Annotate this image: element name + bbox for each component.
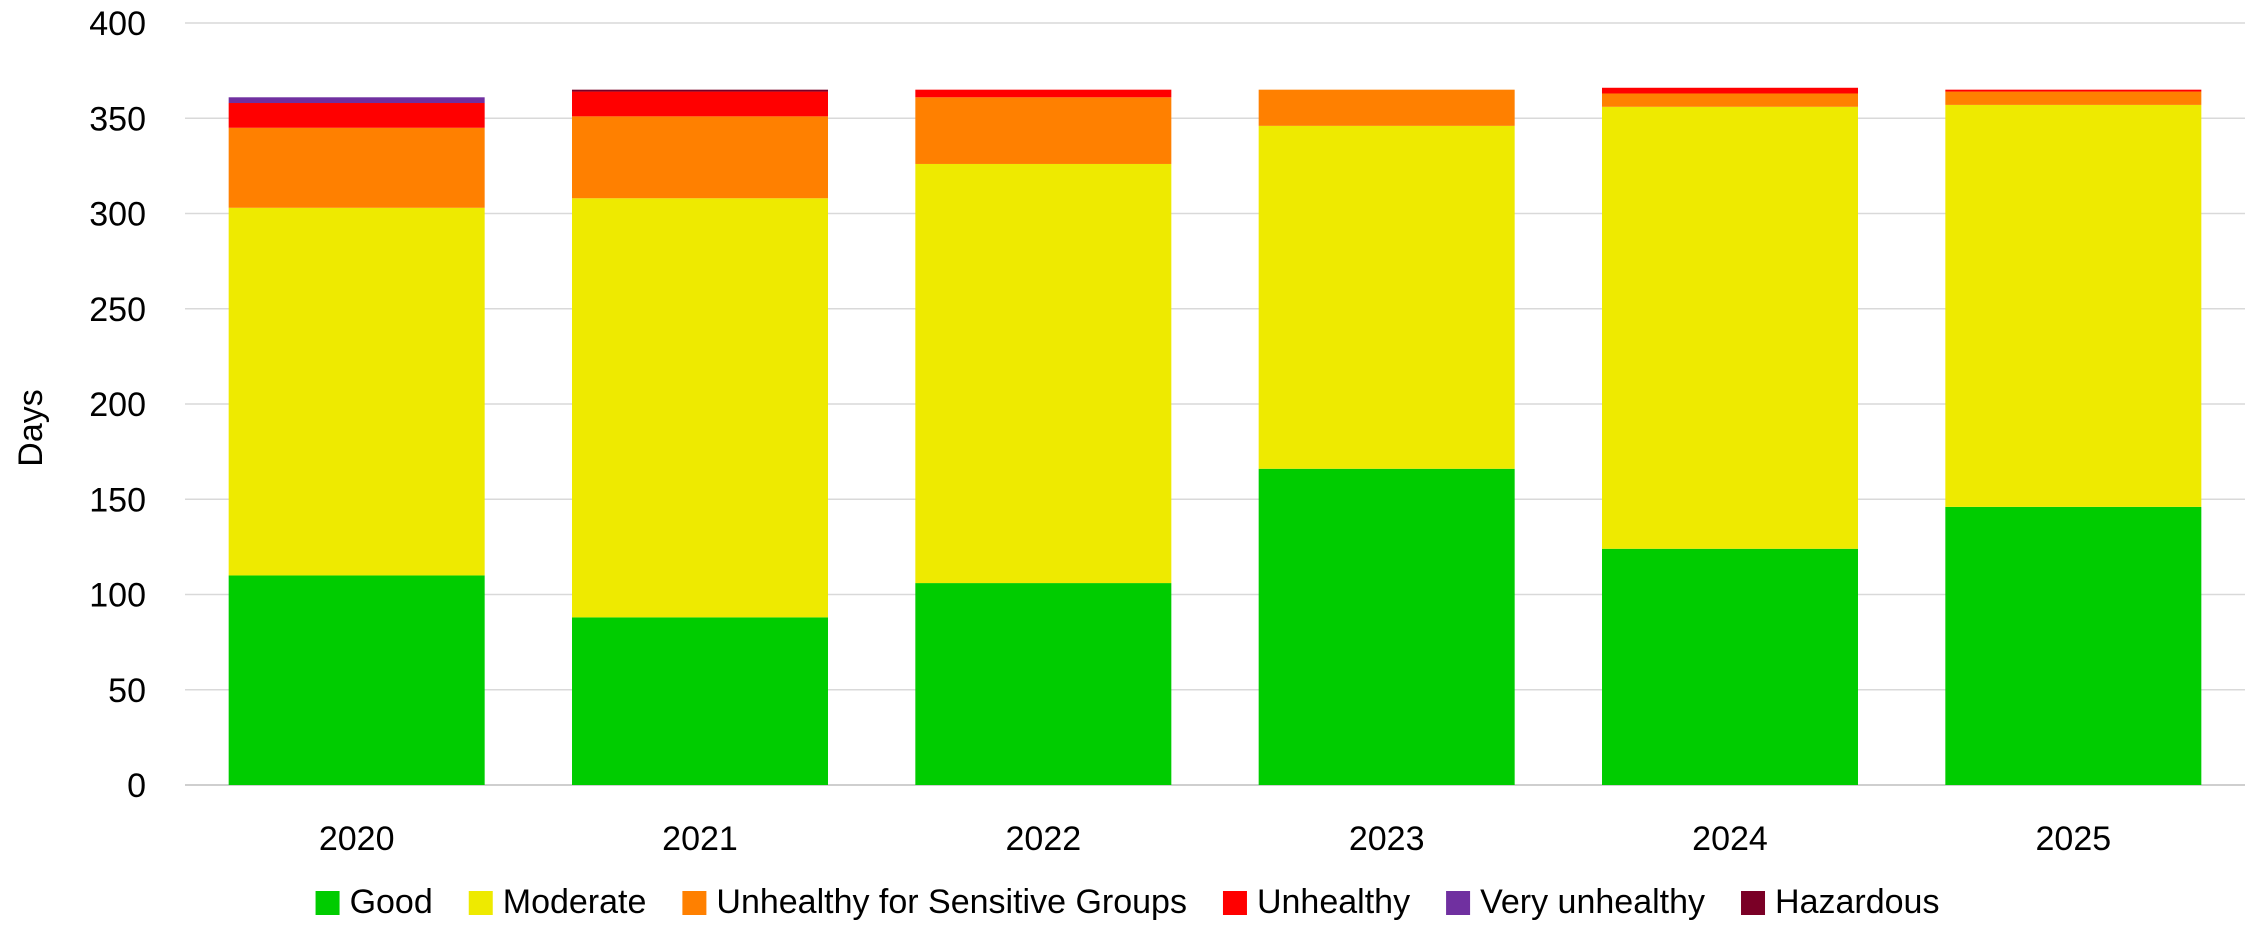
legend: Good Moderate Unhealthy for Sensitive Grou… xyxy=(315,883,1939,921)
bars xyxy=(228,87,2202,785)
bar-2025-good xyxy=(1945,506,2202,785)
legend-swatch xyxy=(682,891,707,915)
bar-2020-good xyxy=(228,575,485,785)
legend-swatch xyxy=(1446,891,1471,915)
bar-2021-good xyxy=(572,617,828,785)
bar-2024-unhealthy-for-sensitive-groups xyxy=(1602,93,1858,107)
bar-2025-unhealthy xyxy=(1945,89,2202,92)
x-axis: 2020 2021 2022 2023 2024 2025 xyxy=(319,820,2111,858)
x-tick-label: 2022 xyxy=(1006,820,1082,858)
bar-2023-unhealthy-for-sensitive-groups xyxy=(1258,89,1515,126)
legend-label: Unhealthy xyxy=(1257,883,1410,921)
bar-2024-good xyxy=(1602,548,1858,785)
bar-2023-moderate xyxy=(1258,125,1515,469)
bar-2020-unhealthy xyxy=(228,103,485,128)
y-tick-label: 150 xyxy=(89,481,146,519)
y-tick-label: 200 xyxy=(89,386,146,424)
legend-item-unhealthy: Unhealthy xyxy=(1222,883,1410,921)
bar-2020-moderate xyxy=(228,207,485,576)
bar-2025-unhealthy-for-sensitive-groups xyxy=(1945,91,2202,105)
y-tick-label: 250 xyxy=(89,291,146,329)
bar-2022-unhealthy xyxy=(915,89,1172,98)
legend-label: Moderate xyxy=(503,883,647,921)
bar-2022-unhealthy-for-sensitive-groups xyxy=(915,97,1172,164)
bar-2021-unhealthy-for-sensitive-groups xyxy=(572,116,828,199)
y-axis-title: Days xyxy=(12,389,50,466)
bar-2025-moderate xyxy=(1945,104,2202,507)
x-tick-label: 2024 xyxy=(1692,820,1768,858)
legend-label: Hazardous xyxy=(1775,883,1939,921)
legend-label: Unhealthy for Sensitive Groups xyxy=(716,883,1187,921)
bar-2023-good xyxy=(1258,468,1515,785)
y-axis: 0 50 100 150 200 250 300 350 400 xyxy=(89,5,146,805)
legend-swatch xyxy=(468,891,493,915)
bar-2020-unhealthy-for-sensitive-groups xyxy=(228,127,485,208)
bar-2024-moderate xyxy=(1602,106,1858,549)
bar-2024-unhealthy xyxy=(1602,87,1858,94)
bar-2021-hazardous xyxy=(572,89,828,92)
y-tick-label: 100 xyxy=(89,577,146,615)
legend-swatch xyxy=(1222,891,1247,915)
bar-2020-very-unhealthy xyxy=(228,97,485,104)
bar-2022-good xyxy=(915,583,1172,785)
y-tick-label: 50 xyxy=(108,672,146,710)
legend-item-unhealthy-for-sensitive-groups: Unhealthy for Sensitive Groups xyxy=(682,883,1187,921)
legend-item-good: Good xyxy=(315,883,433,921)
x-tick-label: 2025 xyxy=(2036,820,2112,858)
x-tick-label: 2021 xyxy=(662,820,738,858)
legend-item-very-unhealthy: Very unhealthy xyxy=(1446,883,1705,921)
bar-2022-moderate xyxy=(915,163,1172,584)
y-tick-label: 300 xyxy=(89,196,146,234)
legend-swatch xyxy=(1741,891,1766,915)
x-tick-label: 2020 xyxy=(319,820,395,858)
legend-item-moderate: Moderate xyxy=(468,883,647,921)
y-tick-label: 400 xyxy=(89,5,146,43)
y-tick-label: 0 xyxy=(127,767,146,805)
bar-2021-moderate xyxy=(572,198,828,618)
legend-item-hazardous: Hazardous xyxy=(1741,883,1939,921)
x-tick-label: 2023 xyxy=(1349,820,1425,858)
legend-swatch xyxy=(315,891,340,915)
gridlines xyxy=(185,22,2245,786)
y-tick-label: 350 xyxy=(89,100,146,138)
legend-label: Good xyxy=(350,883,433,921)
legend-label: Very unhealthy xyxy=(1480,883,1705,921)
bar-2021-unhealthy xyxy=(572,91,828,117)
